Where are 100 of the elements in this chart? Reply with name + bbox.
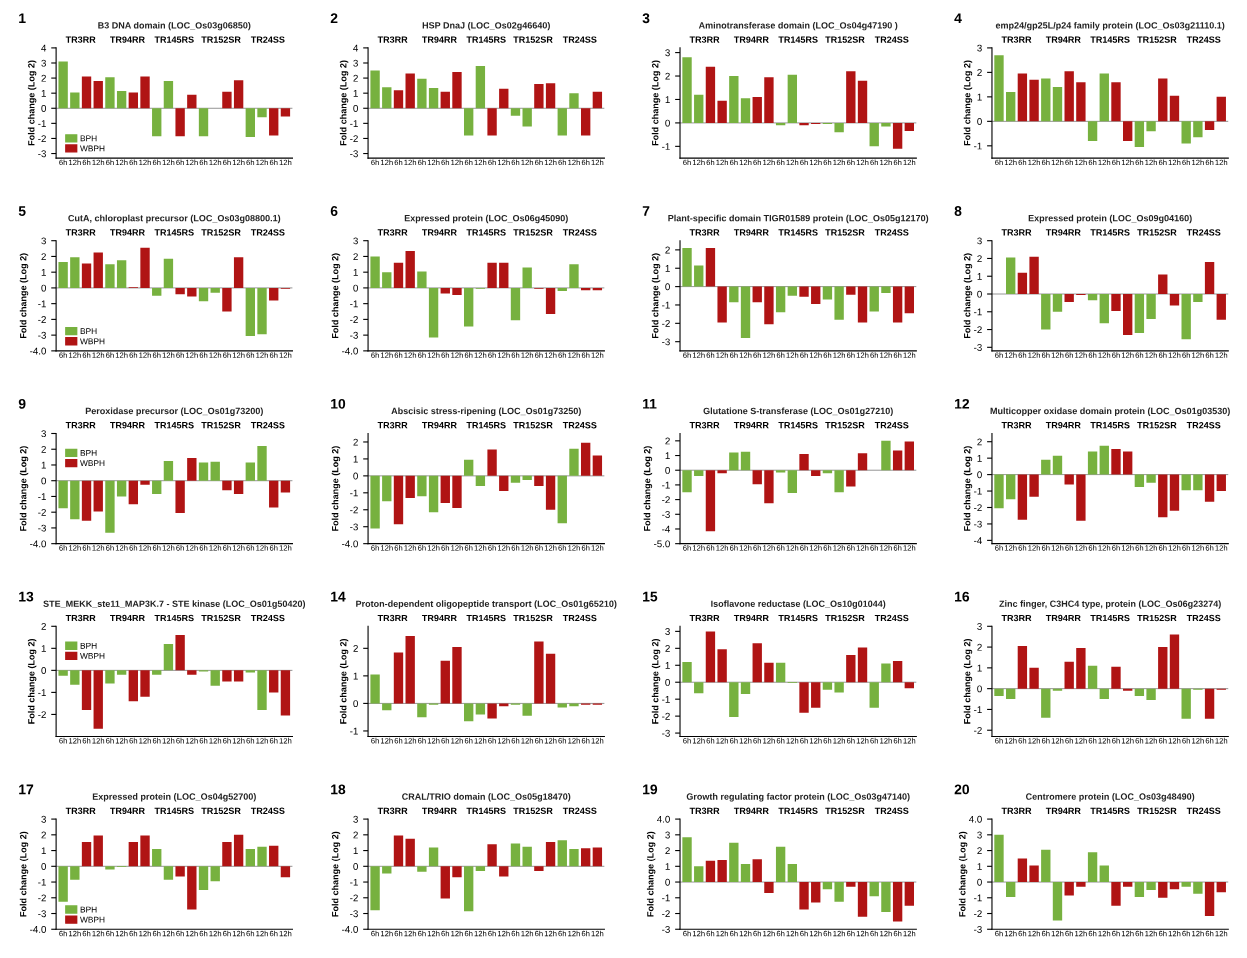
y-axis-title: Fold change (Log 2): [958, 831, 968, 917]
bar: [257, 846, 267, 867]
bar: [210, 287, 220, 293]
bar: [152, 108, 162, 137]
bar: [93, 252, 103, 288]
bar: [682, 57, 692, 123]
bar: [705, 860, 716, 883]
bar: [1006, 91, 1016, 122]
bar: [1017, 272, 1028, 295]
bar: [799, 286, 809, 297]
bar: [881, 663, 891, 683]
y-tick-label: 3: [977, 237, 982, 245]
bar: [1123, 882, 1133, 887]
text: 5: [18, 206, 26, 216]
bar: [729, 682, 739, 717]
text: TR94RR: [1045, 422, 1081, 429]
bar: [1099, 445, 1109, 475]
y-tick-label: -4.0: [30, 347, 47, 355]
text: 1: [19, 13, 26, 23]
y-tick-label: 0: [665, 283, 670, 291]
text: TR24SS: [1186, 422, 1221, 429]
y-tick-label: 1: [665, 863, 670, 870]
bar: [694, 866, 704, 883]
text: TR24SS: [250, 36, 285, 43]
y-tick-label: 0: [977, 471, 982, 479]
bar: [1017, 474, 1028, 520]
y-tick-label: -3: [662, 925, 670, 933]
bar: [545, 841, 556, 867]
text: BPH: [80, 450, 97, 456]
bar: [257, 670, 267, 711]
bar: [904, 122, 914, 132]
bar: [187, 287, 197, 297]
bar: [740, 863, 751, 883]
bar: [1006, 257, 1016, 295]
text: TR24SS: [874, 807, 909, 814]
bar: [1169, 634, 1180, 689]
text: TR152SR: [513, 807, 553, 814]
chart-title: Abscisic stress-ripening (LOC_Os01g73250): [391, 407, 581, 416]
bar: [140, 835, 150, 867]
text: TR3RR: [65, 614, 96, 622]
bar: [175, 480, 185, 513]
chart-title: Growth regulating factor protein (LOC_Os03g47140): [686, 793, 910, 802]
bar: [569, 848, 579, 867]
bar: [1076, 474, 1086, 521]
bar: [81, 841, 92, 867]
bar: [93, 480, 103, 512]
bar: [717, 649, 727, 683]
text: TR145RS: [1090, 614, 1130, 622]
text: 19: [643, 784, 658, 795]
y-tick-label: -2: [974, 910, 982, 918]
y-tick-label: 0: [977, 290, 982, 298]
legend-label: BPH: [80, 642, 97, 649]
y-tick-label: -2: [38, 894, 46, 902]
bar: [280, 480, 291, 493]
chart-title: CutA, chloroplast precursor (LOC_Os03g08800.1): [68, 214, 281, 224]
bar: [787, 74, 798, 123]
bar: [58, 670, 68, 676]
text: TR145RS: [1090, 422, 1130, 429]
bar: [1146, 688, 1156, 701]
text: 6: [330, 206, 338, 216]
bar: [892, 882, 903, 922]
bar: [428, 475, 439, 513]
text: TR94RR: [1045, 807, 1081, 814]
bar: [233, 257, 244, 288]
y-tick-label: 3: [41, 59, 46, 67]
bar: [510, 287, 521, 321]
bar: [187, 670, 197, 675]
text: TR24SS: [562, 422, 597, 429]
bar: [269, 287, 279, 301]
y-tick-label: -2: [350, 894, 358, 902]
bar: [464, 287, 474, 327]
bar: [764, 662, 774, 683]
bar: [892, 661, 903, 683]
bar: [163, 258, 174, 288]
bar: [140, 76, 150, 109]
y-tick-label: 3: [353, 815, 358, 823]
y-tick-label: -3: [974, 925, 982, 933]
bar: [210, 461, 220, 481]
bar: [764, 286, 774, 325]
bar: [210, 866, 220, 882]
bar: [1099, 688, 1109, 700]
text: TR152SR: [513, 614, 553, 622]
y-tick-label: -2: [662, 910, 670, 918]
text: TR152SR: [1137, 614, 1177, 622]
bar: [417, 703, 427, 718]
bar: [1204, 262, 1215, 295]
bar: [705, 631, 716, 683]
y-tick-label: 1: [353, 90, 358, 97]
y-tick-label: 0: [41, 284, 47, 292]
bar: [440, 475, 450, 503]
bar: [834, 470, 844, 493]
bar: [1111, 449, 1121, 475]
y-tick-label: 0: [977, 118, 982, 125]
y-tick-label: 1: [353, 847, 358, 855]
bar: [569, 448, 579, 476]
y-tick-label: 0: [353, 700, 358, 708]
bar: [417, 866, 427, 872]
bar: [1169, 474, 1180, 511]
bar: [428, 847, 439, 867]
bar: [534, 84, 544, 109]
